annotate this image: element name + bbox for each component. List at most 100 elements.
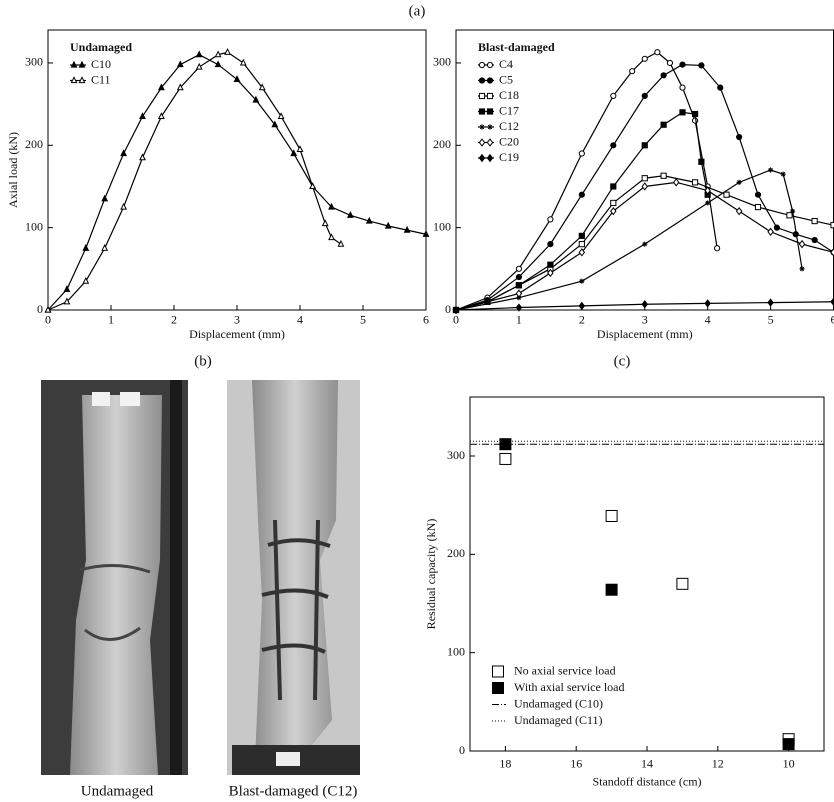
legend-marker — [478, 153, 486, 163]
x-tick-label: 12 — [712, 756, 724, 770]
marker — [736, 133, 743, 141]
legend-label: C18 — [499, 88, 519, 102]
panel-label: (a) — [409, 3, 426, 19]
legend-marker — [478, 108, 486, 115]
series-line — [455, 169, 803, 311]
marker — [767, 167, 774, 173]
marker — [486, 61, 494, 69]
legend-label: C19 — [499, 150, 519, 164]
x-axis-label: Displacement (mm) — [189, 327, 285, 341]
marker — [195, 50, 203, 58]
marker — [101, 243, 109, 251]
legend-marker — [492, 682, 504, 694]
series-line — [455, 181, 834, 311]
legend-label: C20 — [499, 134, 519, 148]
marker — [486, 92, 494, 100]
y-tick-label: 0 — [445, 302, 451, 316]
marker — [157, 112, 165, 120]
marker — [252, 95, 260, 103]
photo-undamaged — [41, 380, 188, 775]
legend-marker — [478, 138, 486, 147]
marker — [403, 225, 411, 233]
marker — [642, 241, 648, 247]
marker — [82, 276, 90, 284]
marker — [578, 232, 585, 239]
marker — [641, 175, 648, 182]
x-tick-label: 0 — [45, 313, 51, 327]
marker — [78, 76, 86, 84]
marker — [799, 266, 805, 272]
marker — [698, 62, 705, 69]
marker — [157, 83, 165, 91]
marker — [735, 206, 743, 216]
marker — [195, 62, 203, 70]
x-tick-label: 5 — [768, 313, 774, 327]
marker — [610, 183, 617, 190]
marker — [176, 83, 184, 91]
legend-label: C12 — [499, 119, 519, 133]
marker — [610, 92, 617, 99]
marker — [233, 75, 241, 82]
marker — [224, 47, 231, 55]
x-tick-label: 14 — [641, 756, 653, 770]
marker — [641, 55, 648, 62]
marker — [605, 583, 618, 596]
photo-caption: Undamaged — [81, 783, 154, 799]
x-tick-label: 2 — [579, 313, 585, 327]
marker — [773, 224, 780, 231]
marker — [629, 68, 636, 75]
marker — [790, 208, 796, 214]
y-tick-label: 200 — [433, 137, 451, 151]
panel-label: (b) — [194, 353, 212, 369]
y-tick-label: 100 — [447, 644, 465, 658]
series-line — [47, 51, 342, 311]
marker — [780, 171, 786, 177]
marker — [499, 438, 512, 451]
photo-caption: Blast-damaged (C12) — [229, 783, 358, 799]
marker — [63, 297, 71, 305]
legend-title: Undamaged — [70, 40, 132, 54]
marker — [515, 273, 523, 281]
marker — [176, 60, 184, 68]
y-tick-label: 0 — [37, 302, 43, 316]
marker — [666, 59, 674, 67]
marker — [101, 194, 109, 202]
marker — [309, 182, 317, 190]
series-line — [47, 54, 427, 311]
marker — [605, 509, 618, 522]
x-tick-label: 4 — [705, 313, 711, 327]
legend-label: With axial service load — [514, 680, 624, 694]
marker — [767, 298, 774, 307]
marker — [328, 233, 335, 241]
x-tick-label: 3 — [642, 313, 648, 327]
legend-marker — [70, 76, 78, 84]
marker — [328, 202, 335, 210]
marker — [365, 216, 373, 224]
marker — [499, 452, 512, 465]
legend-label: C17 — [499, 103, 519, 117]
marker — [486, 108, 494, 115]
x-tick-label: 1 — [108, 313, 114, 327]
marker — [258, 83, 266, 91]
marker — [691, 110, 699, 118]
marker — [679, 109, 686, 116]
legend-marker — [492, 665, 504, 678]
y-tick-label: 0 — [459, 743, 465, 757]
marker — [139, 153, 146, 161]
marker — [672, 178, 680, 187]
marker — [660, 121, 667, 128]
marker — [214, 60, 222, 68]
marker — [139, 112, 146, 120]
marker — [579, 278, 585, 284]
marker — [547, 216, 554, 223]
marker — [641, 142, 648, 149]
x-tick-label: 2 — [171, 313, 177, 327]
marker — [296, 145, 304, 152]
marker — [487, 124, 493, 130]
marker — [290, 149, 298, 157]
marker — [422, 229, 430, 237]
marker — [515, 265, 523, 272]
marker — [610, 199, 617, 207]
